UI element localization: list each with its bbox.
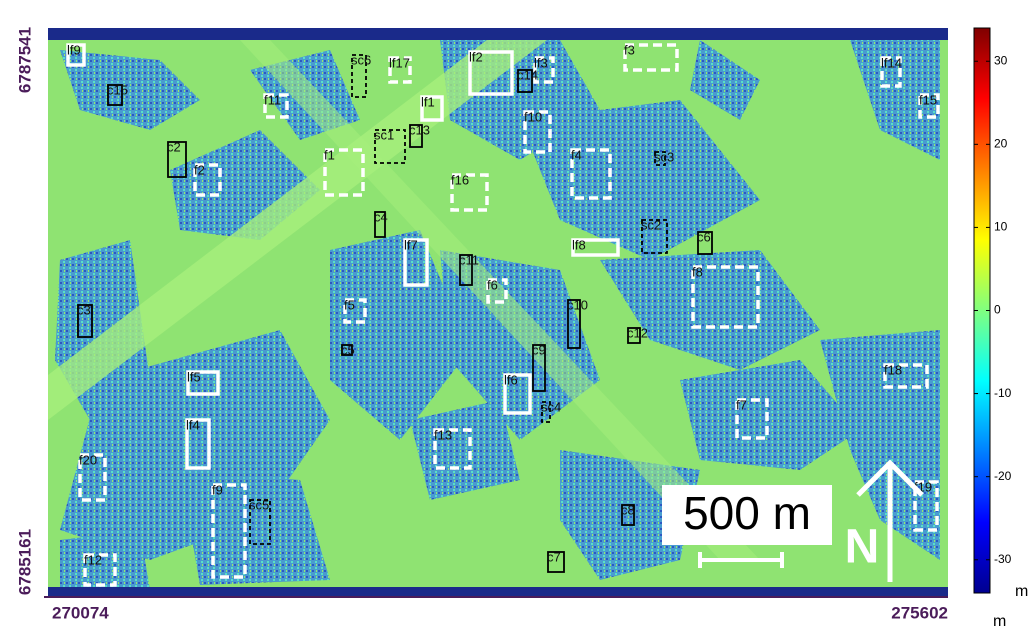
region-label: f11	[264, 92, 281, 107]
colorbar-tick-label: 20	[994, 136, 1008, 150]
region-label: f2	[194, 162, 205, 177]
y-label: 6785161	[15, 529, 34, 595]
region-label: lf14	[881, 55, 902, 70]
region-label: f3	[624, 42, 635, 57]
region-label: f7	[736, 397, 747, 412]
region-label: sc5	[249, 497, 269, 512]
x-label: 275602	[891, 603, 948, 622]
region-label: c8	[621, 502, 635, 517]
colorbar-tick-label: -30	[994, 552, 1012, 566]
region-label: f13	[434, 427, 452, 442]
region-label: c11	[459, 252, 479, 267]
y-label: 6787541	[15, 27, 34, 93]
region-label: f1	[324, 147, 335, 162]
region-label: c15	[107, 82, 128, 97]
region-label: c12	[627, 325, 648, 340]
region-label: c14	[517, 67, 538, 82]
colorbar-tick-label: 30	[994, 53, 1008, 67]
colorbar: m m 30 20 10 0 -10 -20 -30	[974, 28, 1028, 630]
region-label: f5	[344, 297, 355, 312]
region-label: lf2	[469, 49, 483, 64]
region-label: f9	[212, 482, 223, 497]
region-label: lf5	[187, 369, 201, 384]
region-label: f18	[884, 362, 902, 377]
region-label: lf8	[572, 237, 586, 252]
map-figure: lf9c15sc6lf17lf2lf3c14f3lf14f15f11lf1f10…	[0, 0, 1033, 630]
region-label: sc3	[654, 149, 674, 164]
region-label: lf6	[504, 372, 518, 387]
map-border	[48, 28, 948, 40]
region-label: sc2	[641, 217, 661, 232]
x-label: 270074	[52, 603, 109, 622]
region-label: lf9	[67, 42, 81, 57]
region-label: sc4	[541, 399, 561, 414]
map-border	[48, 587, 948, 597]
colorbar-tick-label: -20	[994, 469, 1012, 483]
colorbar-unit: m	[1015, 583, 1028, 600]
region-label: f16	[451, 172, 469, 187]
region-label: sc1	[374, 127, 394, 142]
region-label: f20	[79, 452, 97, 467]
region-label: c7	[547, 549, 561, 564]
region-label: lf17	[389, 55, 410, 70]
region-label: f10	[524, 109, 542, 124]
region-label: c9	[532, 342, 546, 357]
region-label: c13	[409, 122, 430, 137]
region-label: lf4	[186, 417, 200, 432]
region-label: lf1	[421, 94, 435, 109]
region-label: c2	[167, 139, 181, 154]
colorbar-tick-label: 0	[994, 303, 1001, 317]
region-label: c6	[697, 229, 711, 244]
colorbar-tick-label: 10	[994, 220, 1008, 234]
region-label: c3	[77, 302, 91, 317]
scale-text: 500 m	[683, 487, 811, 539]
region-label: f12	[84, 552, 102, 567]
region-label: c10	[567, 297, 588, 312]
north-label: N	[845, 521, 880, 574]
region-label: lf7	[404, 237, 418, 252]
region-label: c4	[374, 209, 388, 224]
axis-unit: m	[993, 613, 1006, 630]
region-label: sc6	[351, 52, 371, 67]
region-label: f6	[487, 277, 498, 292]
colorbar-tick-label: -10	[994, 386, 1012, 400]
region-label: f4	[571, 147, 582, 162]
region-label: c5	[341, 342, 355, 357]
region-label: f15	[919, 92, 937, 107]
region-label: f8	[692, 264, 703, 279]
